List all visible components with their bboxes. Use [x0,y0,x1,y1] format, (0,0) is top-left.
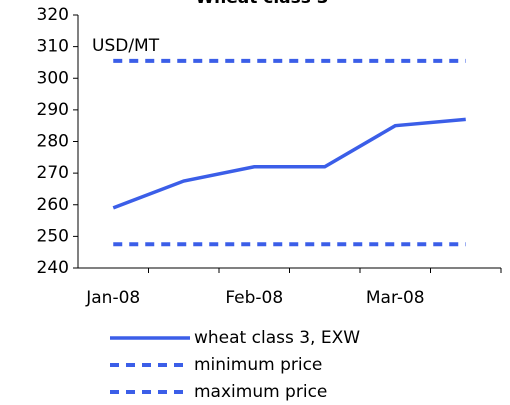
y-tick-label: 310 [37,37,69,57]
x-tick-label: Jan-08 [85,288,140,308]
y-tick-label: 270 [37,163,69,183]
y-axis-label: USD/MT [92,36,160,56]
legend-label: maximum price [194,382,327,402]
x-tick-label: Feb-08 [225,288,283,308]
legend-label: minimum price [194,355,322,375]
y-tick-label: 320 [37,5,69,25]
chart-title: Wheat class 3 [195,0,328,8]
y-tick-label: 240 [37,258,69,278]
x-tick-label: Mar-08 [366,288,425,308]
series-line [112,117,466,210]
y-tick-label: 290 [37,100,69,120]
y-tick-label: 250 [37,226,69,246]
y-tick-label: 300 [37,68,69,88]
y-tick-label: 280 [37,132,69,152]
legend-label: wheat class 3, EXW [194,328,360,348]
y-tick-label: 260 [37,195,69,215]
